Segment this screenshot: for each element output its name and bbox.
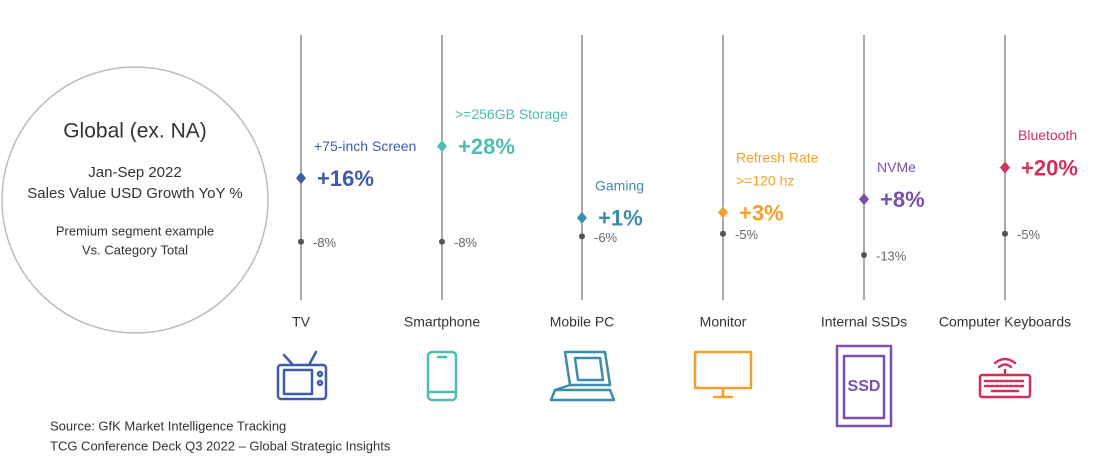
panel-period: Jan-Sep 2022 <box>88 164 181 181</box>
premium-marker <box>577 211 587 224</box>
premium-marker <box>718 206 728 219</box>
segment-label: Refresh Rate <box>736 149 819 165</box>
segment-label: Gaming <box>595 178 644 194</box>
panel-circle <box>1 66 269 334</box>
premium-value: +3% <box>739 200 784 225</box>
segment-label: NVMe <box>877 159 916 175</box>
category-label: Computer Keyboards <box>939 314 1071 330</box>
premium-value: +28% <box>458 134 515 159</box>
total-value: -8% <box>454 235 478 250</box>
source: TCG Conference Deck Q3 2022 – Global Str… <box>50 438 391 453</box>
total-marker <box>439 238 445 245</box>
total-marker <box>720 230 726 237</box>
premium-marker <box>296 172 306 185</box>
premium-value: +1% <box>598 206 643 231</box>
category-label: Mobile PC <box>550 314 615 330</box>
segment-label: +75-inch Screen <box>314 138 416 154</box>
category-label: Smartphone <box>404 314 480 330</box>
segment-label: >=256GB Storage <box>455 106 568 122</box>
mobile-pc-icon <box>549 350 616 402</box>
total-value: -13% <box>876 248 907 263</box>
category-label: Internal SSDs <box>821 314 907 330</box>
premium-value: +20% <box>1021 155 1078 180</box>
premium-marker <box>859 193 869 206</box>
keyboard-icon <box>978 357 1032 399</box>
segment-label: >=120 hz <box>736 172 794 188</box>
panel-note: Premium segment example <box>56 223 214 238</box>
total-value: -5% <box>735 227 759 242</box>
ssd-icon: SSD <box>835 344 893 428</box>
segment-label: Bluetooth <box>1018 127 1077 143</box>
panel-title: Global (ex. NA) <box>63 120 207 143</box>
premium-value: +16% <box>317 166 374 191</box>
total-value: -8% <box>313 235 337 250</box>
svg-text:SSD: SSD <box>848 378 881 395</box>
smartphone-icon <box>426 350 458 402</box>
category-label: Monitor <box>700 314 747 330</box>
total-value: -6% <box>594 230 618 245</box>
total-marker <box>298 238 304 245</box>
panel-measure: Sales Value USD Growth YoY % <box>27 185 242 202</box>
monitor-icon <box>693 350 753 399</box>
source: Source: GfK Market Intelligence Tracking <box>50 418 286 433</box>
total-marker <box>1002 230 1008 237</box>
category-label: TV <box>292 314 311 330</box>
total-marker <box>861 251 867 258</box>
panel-note: Vs. Category Total <box>82 242 188 257</box>
premium-marker <box>437 140 447 153</box>
premium-value: +8% <box>880 187 925 212</box>
total-marker <box>579 233 585 240</box>
tv-icon <box>276 350 328 401</box>
total-value: -5% <box>1017 227 1041 242</box>
premium-marker <box>1000 161 1010 174</box>
